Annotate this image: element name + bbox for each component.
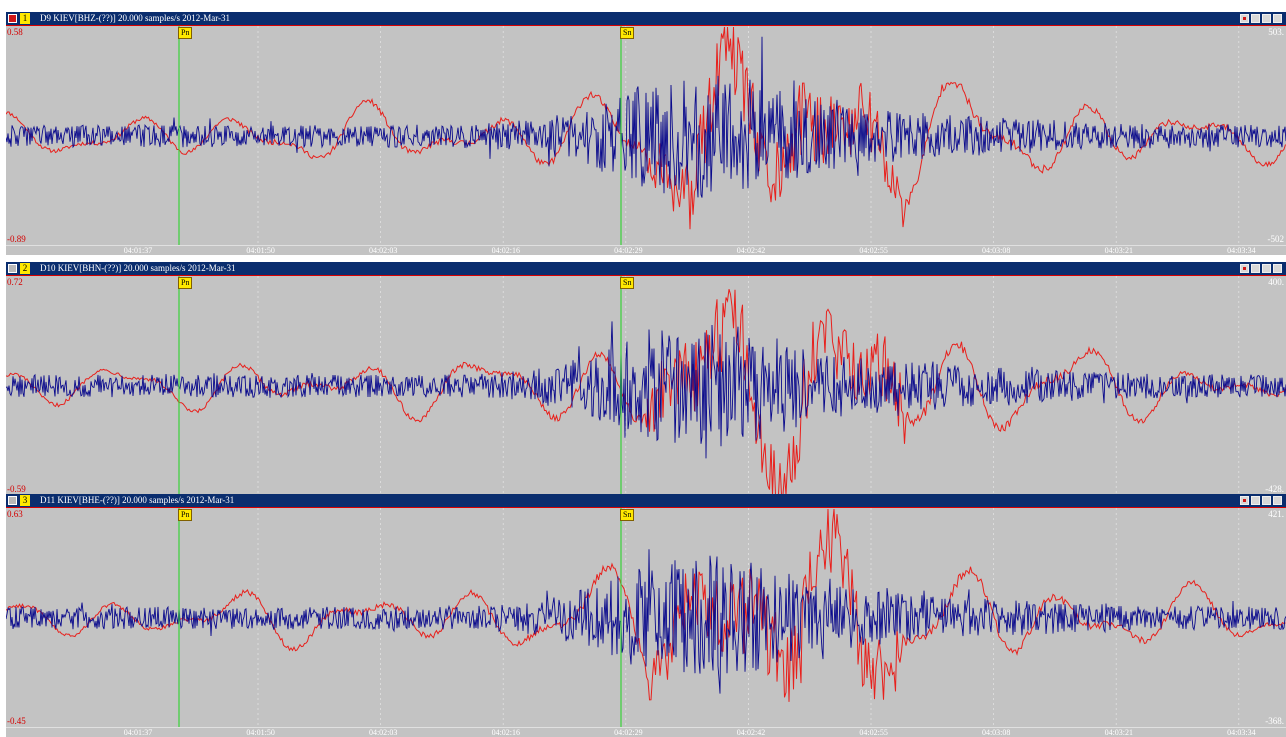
time-tick-label: 04:02:03 <box>368 246 398 255</box>
waveform-canvas[interactable] <box>6 508 1286 728</box>
amplitude-max-label: 0.58 <box>7 27 23 37</box>
channel-title-bar[interactable]: 1 D9 KIEV[BHZ-(??)] 20.000 samples/s 2012… <box>6 12 1286 25</box>
settings-icon[interactable] <box>1251 14 1260 23</box>
red-trace <box>6 508 1286 702</box>
channel-pane-3: 3 D11 KIEV[BHE-(??)] 20.000 samples/s 201… <box>6 494 1286 737</box>
phase-label-pn[interactable]: Pn <box>178 277 193 289</box>
time-tick-label: 04:03:34 <box>1227 246 1256 255</box>
filter-icon[interactable] <box>1240 496 1249 505</box>
blue-trace <box>6 321 1286 459</box>
time-tick-label: 04:03:21 <box>1104 246 1134 255</box>
amplitude-min-label: -0.45 <box>7 716 26 726</box>
waveform-plot[interactable]: Pn Sn 0.72 -0.59 400. -428. <box>6 275 1286 496</box>
time-tick-label: 04:01:50 <box>246 246 275 255</box>
channel-title: D11 KIEV[BHE-(??)] 20.000 samples/s 2012… <box>40 495 235 505</box>
channel-pane-2: 2 D10 KIEV[BHN-(??)] 20.000 samples/s 201… <box>6 262 1286 505</box>
minimize-icon[interactable] <box>1262 14 1271 23</box>
channel-title-bar[interactable]: 3 D11 KIEV[BHE-(??)] 20.000 samples/s 201… <box>6 494 1286 507</box>
window-controls <box>1240 496 1282 505</box>
time-tick-label: 04:02:16 <box>491 728 521 737</box>
amplitude-min-label: -0.59 <box>7 484 26 494</box>
channel-number-badge[interactable]: 2 <box>20 263 30 274</box>
count-min-label: -502 <box>1267 234 1285 244</box>
blue-trace <box>6 549 1286 694</box>
minimize-icon[interactable] <box>1262 264 1271 273</box>
waveform-canvas[interactable] <box>6 276 1286 496</box>
amplitude-max-label: 0.72 <box>7 277 23 287</box>
time-tick-label: 04:02:42 <box>736 728 766 737</box>
channel-pane-1: 1 D9 KIEV[BHZ-(??)] 20.000 samples/s 2012… <box>6 12 1286 255</box>
count-min-label: -368. <box>1265 716 1284 726</box>
channel-select-toggle[interactable] <box>8 264 17 273</box>
time-tick-label: 04:01:37 <box>123 728 153 737</box>
time-tick-label: 04:02:29 <box>614 728 643 737</box>
count-max-label: 503. <box>1268 27 1284 37</box>
waveform-plot[interactable]: Pn Sn 0.58 -0.89 503. -502 <box>6 25 1286 246</box>
time-tick-label: 04:02:55 <box>859 728 888 737</box>
maximize-icon[interactable] <box>1273 14 1282 23</box>
time-tick-label: 04:03:21 <box>1104 728 1134 737</box>
minimize-icon[interactable] <box>1262 496 1271 505</box>
time-axis: 04:01:37 04:01:50 04:02:03 04:02:16 04:02:29… <box>6 245 1286 255</box>
time-tick-label: 04:03:08 <box>981 728 1011 737</box>
channel-select-toggle[interactable] <box>8 14 17 23</box>
count-max-label: 421. <box>1268 509 1284 519</box>
red-trace <box>6 289 1286 496</box>
time-tick-label: 04:01:37 <box>123 246 153 255</box>
filter-icon[interactable] <box>1240 264 1249 273</box>
time-tick-label: 04:03:08 <box>981 246 1011 255</box>
time-tick-label: 04:02:55 <box>859 246 888 255</box>
time-tick-label: 04:03:34 <box>1227 728 1256 737</box>
blue-trace <box>6 36 1286 198</box>
count-min-label: -428. <box>1265 484 1284 494</box>
phase-label-sn[interactable]: Sn <box>620 509 635 521</box>
settings-icon[interactable] <box>1251 496 1260 505</box>
channel-number-badge[interactable]: 3 <box>20 495 30 506</box>
time-tick-label: 04:02:42 <box>736 246 766 255</box>
phase-label-sn[interactable]: Sn <box>620 27 635 39</box>
channel-title-bar[interactable]: 2 D10 KIEV[BHN-(??)] 20.000 samples/s 201… <box>6 262 1286 275</box>
time-axis: 04:01:37 04:01:50 04:02:03 04:02:16 04:02:29… <box>6 727 1286 737</box>
channel-title: D9 KIEV[BHZ-(??)] 20.000 samples/s 2012-… <box>40 13 231 23</box>
seismogram-viewer: 1 D9 KIEV[BHZ-(??)] 20.000 samples/s 2012… <box>6 12 1286 737</box>
time-tick-label: 04:01:50 <box>246 728 275 737</box>
phase-label-sn[interactable]: Sn <box>620 277 635 289</box>
time-tick-label: 04:02:29 <box>614 246 643 255</box>
phase-label-pn[interactable]: Pn <box>178 27 193 39</box>
waveform-plot[interactable]: Pn Sn 0.63 -0.45 421. -368. <box>6 507 1286 728</box>
window-controls <box>1240 264 1282 273</box>
phase-label-pn[interactable]: Pn <box>178 509 193 521</box>
window-controls <box>1240 14 1282 23</box>
amplitude-min-label: -0.89 <box>7 234 26 244</box>
time-tick-label: 04:02:16 <box>491 246 521 255</box>
channel-number-badge[interactable]: 1 <box>20 13 30 24</box>
waveform-canvas[interactable] <box>6 26 1286 246</box>
settings-icon[interactable] <box>1251 264 1260 273</box>
red-trace <box>6 26 1286 230</box>
channel-title: D10 KIEV[BHN-(??)] 20.000 samples/s 2012… <box>40 263 236 273</box>
time-tick-label: 04:02:03 <box>368 728 398 737</box>
filter-icon[interactable] <box>1240 14 1249 23</box>
maximize-icon[interactable] <box>1273 264 1282 273</box>
amplitude-max-label: 0.63 <box>7 509 23 519</box>
channel-select-toggle[interactable] <box>8 496 17 505</box>
count-max-label: 400. <box>1268 277 1284 287</box>
maximize-icon[interactable] <box>1273 496 1282 505</box>
